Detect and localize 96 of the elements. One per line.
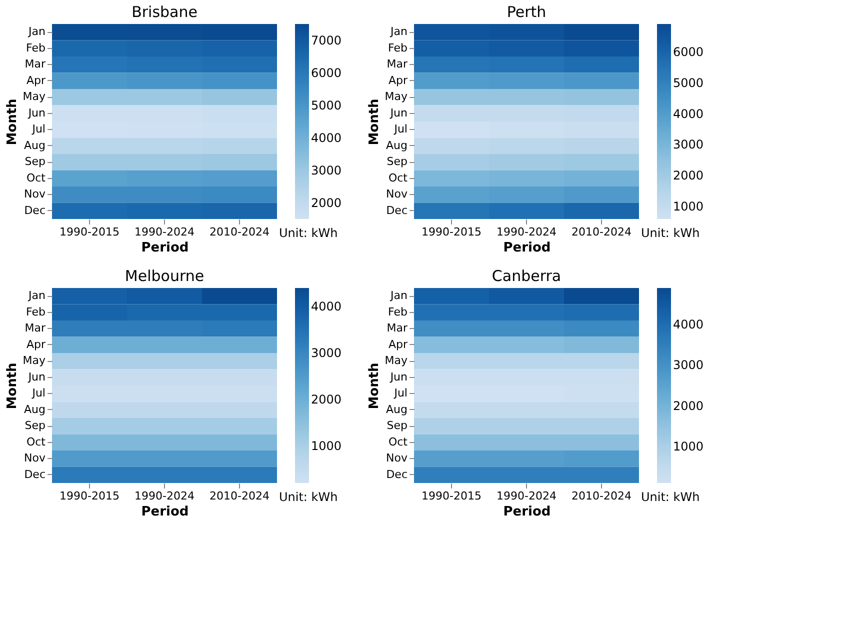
color-bar-label: 2000 bbox=[311, 392, 342, 406]
y-tick-label: Jun bbox=[27, 370, 46, 384]
y-tick-label: Aug bbox=[24, 138, 46, 152]
y-axis-title: Month bbox=[366, 98, 382, 146]
x-tick-label: 1990-2024 bbox=[134, 490, 194, 502]
y-tick-label: Mar bbox=[24, 322, 46, 335]
y-tick-label: Jul bbox=[31, 386, 46, 400]
y-tick-label: May bbox=[22, 90, 46, 104]
y-tick-label: Nov bbox=[386, 452, 408, 465]
y-tick-label: Jul bbox=[393, 122, 408, 136]
y-tick-label: Feb bbox=[26, 305, 46, 318]
chart-title: Brisbane bbox=[132, 3, 198, 21]
color-bar-label: 3000 bbox=[311, 346, 342, 360]
text: Unit: kWh bbox=[641, 490, 700, 504]
y-tick-label: Aug bbox=[386, 402, 408, 416]
y-tick-label: Oct bbox=[26, 435, 46, 448]
color-bar-label: 6000 bbox=[673, 44, 704, 59]
y-tick-label: Apr bbox=[26, 74, 46, 87]
y-tick-label: Feb bbox=[388, 41, 408, 54]
y-tick-label: Oct bbox=[388, 171, 408, 184]
chart-title: Canberra bbox=[492, 267, 562, 285]
y-tick-label: May bbox=[384, 354, 408, 368]
color-bar-label: 4000 bbox=[673, 106, 704, 121]
y-tick-label: Oct bbox=[26, 171, 46, 184]
x-tick-label: 1990-2024 bbox=[496, 226, 556, 238]
color-bar-label: 1000 bbox=[673, 200, 704, 214]
color-bar-label: 2000 bbox=[673, 398, 704, 413]
text: Unit: kWh bbox=[279, 490, 338, 504]
x-tick-label: 1990-2024 bbox=[496, 490, 556, 502]
y-tick-label: Dec bbox=[24, 468, 46, 481]
color-bar-label: 4000 bbox=[311, 130, 342, 145]
y-axis-title: Month bbox=[366, 362, 382, 410]
color-bar-label: 5000 bbox=[311, 98, 342, 112]
y-tick-label: Jan bbox=[28, 25, 46, 38]
y-tick-label: Jan bbox=[390, 25, 408, 38]
x-tick-label: 1990-2024 bbox=[134, 226, 194, 238]
text: Unit: kWh bbox=[641, 226, 700, 240]
color-bar-label: 1000 bbox=[673, 439, 704, 454]
color-bar-label: 3000 bbox=[673, 358, 704, 372]
x-axis-title: Period bbox=[141, 240, 189, 256]
y-tick-label: Mar bbox=[386, 322, 408, 335]
y-tick-label: Sep bbox=[386, 155, 408, 168]
y-tick-label: Jul bbox=[31, 122, 46, 136]
y-tick-label: Nov bbox=[24, 452, 46, 465]
y-tick-label: Oct bbox=[388, 435, 408, 448]
y-tick-label: Dec bbox=[24, 204, 46, 217]
color-bar-label: 6000 bbox=[311, 66, 342, 80]
y-tick-label: Jun bbox=[27, 106, 46, 120]
y-tick-label: Mar bbox=[24, 58, 46, 71]
y-tick-label: Feb bbox=[26, 41, 46, 54]
x-axis-title: Period bbox=[503, 504, 551, 520]
color-bar-label: 7000 bbox=[311, 33, 342, 48]
x-axis-title: Period bbox=[141, 504, 189, 520]
y-tick-label: Jan bbox=[28, 289, 46, 302]
y-tick-label: Sep bbox=[386, 419, 408, 432]
color-bar-label: 5000 bbox=[673, 76, 704, 90]
y-tick-label: Sep bbox=[24, 419, 46, 432]
color-bar-label: 4000 bbox=[311, 300, 342, 314]
color-bar-label: 4000 bbox=[673, 318, 704, 332]
chart-title: Perth bbox=[506, 3, 546, 21]
y-tick-label: Nov bbox=[386, 188, 408, 201]
x-axis-title: Period bbox=[503, 240, 551, 256]
x-tick-label: 2010-2024 bbox=[210, 226, 270, 238]
x-tick-label: 2010-2024 bbox=[572, 226, 632, 238]
y-tick-label: Sep bbox=[24, 155, 46, 168]
color-bar-label: 3000 bbox=[673, 138, 704, 152]
y-tick-label: Dec bbox=[386, 468, 408, 481]
chart-title: Melbourne bbox=[124, 267, 204, 285]
y-tick-label: Apr bbox=[388, 74, 408, 87]
y-axis-title: Month bbox=[4, 362, 20, 410]
color-bar-label: 2000 bbox=[673, 168, 704, 183]
y-tick-label: Aug bbox=[386, 138, 408, 152]
y-tick-label: Feb bbox=[388, 305, 408, 318]
y-tick-label: Apr bbox=[388, 338, 408, 351]
x-tick-label: 1990-2015 bbox=[60, 226, 120, 238]
y-tick-label: Nov bbox=[24, 188, 46, 201]
x-tick-label: 1990-2015 bbox=[422, 490, 482, 502]
y-tick-label: May bbox=[384, 90, 408, 104]
x-tick-label: 1990-2015 bbox=[422, 226, 482, 238]
y-tick-label: Jan bbox=[390, 289, 408, 302]
y-tick-label: Jun bbox=[389, 370, 408, 384]
y-tick-label: Jul bbox=[393, 386, 408, 400]
text: Unit: kWh bbox=[279, 226, 338, 240]
y-tick-label: May bbox=[22, 354, 46, 368]
color-bar-label: 2000 bbox=[311, 196, 342, 210]
y-tick-label: Jun bbox=[389, 106, 408, 120]
x-tick-label: 2010-2024 bbox=[572, 490, 632, 502]
y-tick-label: Aug bbox=[24, 402, 46, 416]
y-tick-label: Mar bbox=[386, 58, 408, 71]
x-tick-label: 2010-2024 bbox=[210, 490, 270, 502]
y-tick-label: Dec bbox=[386, 204, 408, 217]
y-axis-title: Month bbox=[4, 98, 20, 146]
x-tick-label: 1990-2015 bbox=[60, 490, 120, 502]
color-bar-label: 3000 bbox=[311, 163, 342, 178]
color-bar-label: 1000 bbox=[311, 438, 342, 453]
y-tick-label: Apr bbox=[26, 338, 46, 351]
